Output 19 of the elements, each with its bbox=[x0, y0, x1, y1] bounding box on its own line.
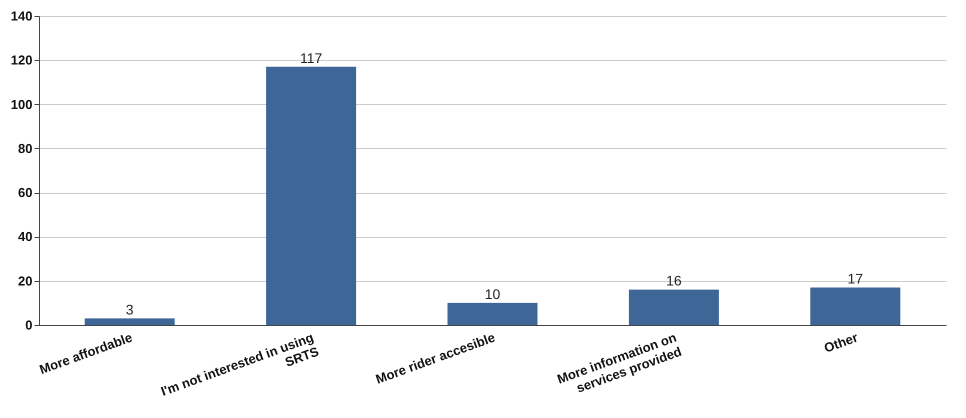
bar bbox=[84, 318, 175, 325]
data-label: 10 bbox=[484, 286, 500, 302]
y-tick-label: 40 bbox=[18, 229, 32, 244]
bar bbox=[266, 66, 356, 325]
y-tick-label: 80 bbox=[18, 140, 32, 156]
y-tick-label: 60 bbox=[18, 185, 32, 200]
y-tick-label: 0 bbox=[25, 318, 32, 332]
bar bbox=[810, 287, 900, 325]
y-tick-label: 100 bbox=[10, 96, 32, 112]
y-tick-label: 140 bbox=[10, 8, 32, 24]
y-tick-label: 20 bbox=[18, 273, 32, 288]
data-label: 17 bbox=[848, 270, 864, 286]
data-label: 117 bbox=[300, 50, 322, 66]
data-label: 3 bbox=[126, 301, 134, 318]
y-tick-label: 120 bbox=[10, 52, 32, 68]
bar bbox=[448, 302, 538, 325]
x-tick-label: Other bbox=[822, 330, 860, 356]
data-label: 16 bbox=[666, 272, 682, 289]
bar bbox=[628, 290, 719, 325]
